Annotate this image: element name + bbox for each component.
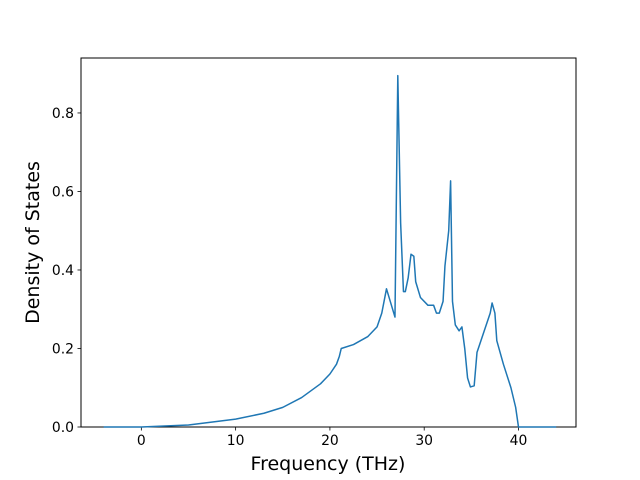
x-tick-label: 20	[321, 433, 339, 449]
x-tick-label: 40	[510, 433, 528, 449]
data-line	[103, 74, 557, 428]
y-tick-label: 0.8	[52, 106, 74, 122]
x-tick-label: 30	[415, 433, 433, 449]
y-tick-label: 0.6	[52, 184, 74, 200]
plot-frame	[80, 57, 577, 428]
x-tick-label: 10	[227, 433, 245, 449]
y-tick-label: 0.4	[52, 263, 74, 279]
y-tick-label: 0.0	[52, 420, 74, 436]
x-axis-label: Frequency (THz)	[251, 453, 406, 475]
x-tick-label: 0	[137, 433, 146, 449]
y-axis-label: Density of States	[22, 161, 44, 324]
y-tick-label: 0.2	[52, 341, 74, 357]
